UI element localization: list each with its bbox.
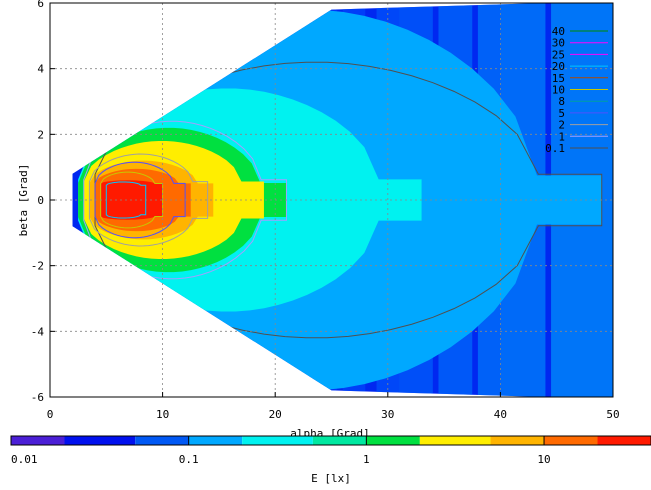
contour-0.1 (94, 61, 603, 339)
colorbar-ticks: 0.01 0.1 1 10 (10, 436, 551, 466)
colorbar-band-8 (490, 436, 545, 445)
colorbar-band-3 (188, 436, 243, 445)
colorbar-band-5 (312, 436, 367, 445)
y-tick-label-6: 6 (37, 0, 44, 10)
legend-label-1: 30 (552, 37, 565, 50)
y-tick-label-5: 4 (37, 63, 44, 76)
colorbar-band-4 (242, 436, 313, 445)
y-tick-label-1: -4 (31, 325, 45, 338)
colorbar-label: E [lx] (311, 472, 351, 485)
colorbar-band-1 (64, 436, 136, 445)
x-tick-label-5: 50 (606, 408, 619, 421)
legend-label-9: 1 (558, 130, 565, 143)
legend-label-7: 5 (558, 107, 565, 120)
colorbar-tick-label-3: 10 (537, 453, 550, 466)
legend-label-3: 20 (552, 60, 565, 73)
x-tick-label-4: 40 (494, 408, 507, 421)
x-tick-label-1: 10 (156, 408, 169, 421)
contour-20 (105, 181, 147, 219)
legend-label-6: 8 (558, 95, 565, 108)
legend-label-5: 10 (552, 84, 565, 97)
colorbar-band-0 (11, 436, 65, 445)
colorbar-band-10 (597, 436, 651, 445)
y-axis-label: beta [Grad] (17, 164, 30, 237)
contour-5 (94, 161, 186, 239)
contour-2 (88, 153, 209, 247)
y-tick-label-4: 2 (37, 128, 44, 141)
colorbar-band-6 (366, 436, 420, 445)
legend-label-0: 40 (552, 25, 565, 38)
colorbar: 0.01 0.1 1 10 E [lx] (10, 435, 651, 485)
y-tick-label-0: -6 (31, 391, 44, 404)
colorbar-band-9 (544, 436, 598, 445)
gridlines (50, 3, 613, 397)
colorbar-band-7 (419, 436, 491, 445)
colorbar-bands (11, 436, 651, 445)
y-tick-label-3: 0 (37, 194, 44, 207)
legend-label-10: 0.1 (545, 142, 565, 155)
colorbar-tick-label-0: 0.01 (11, 453, 38, 466)
heatmap-layer (72, 3, 613, 397)
colorbar-band-2 (135, 436, 189, 445)
colorbar-tick-label-2: 1 (363, 453, 370, 466)
legend-label-8: 2 (558, 119, 565, 132)
x-tick-label-3: 30 (381, 408, 394, 421)
colorbar-tick-label-1: 0.1 (179, 453, 199, 466)
y-tick-label-2: -2 (31, 260, 44, 273)
legend-label-2: 25 (552, 48, 565, 61)
legend-label-4: 15 (552, 72, 565, 85)
x-tick-label-0: 0 (47, 408, 54, 421)
x-tick-label-2: 20 (269, 408, 282, 421)
